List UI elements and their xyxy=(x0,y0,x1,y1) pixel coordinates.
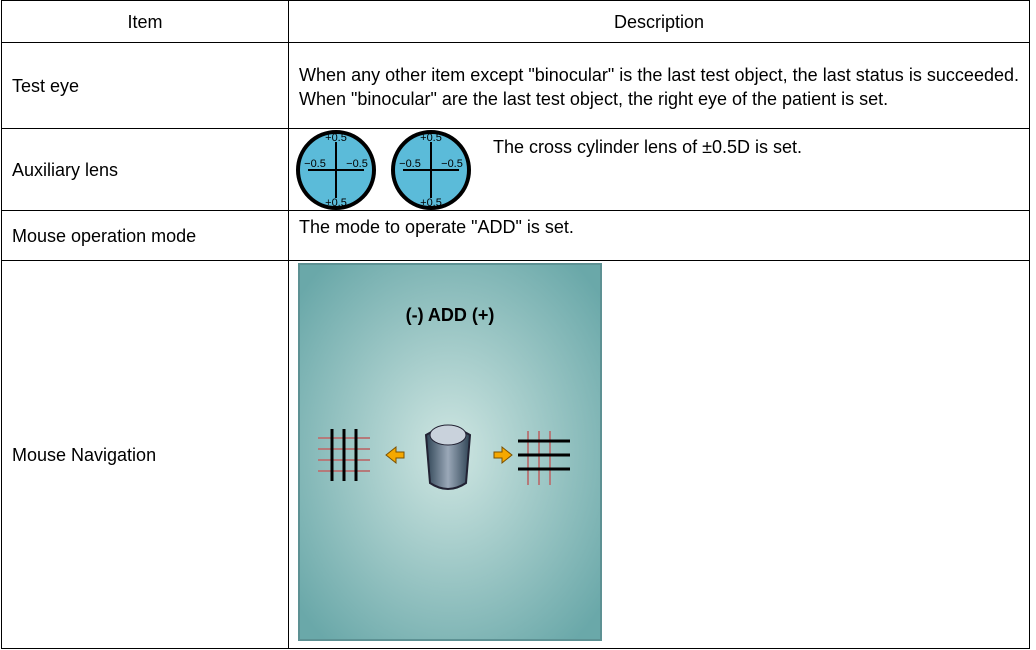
item-cell: Mouse operation mode xyxy=(1,210,289,261)
description-cell: The mode to operate "ADD" is set. xyxy=(288,210,1030,261)
panel-label: (-) ADD (+) xyxy=(406,305,495,325)
item-cell: Test eye xyxy=(1,42,289,129)
description-cell: When any other item except "binocular" i… xyxy=(288,42,1030,129)
lens-label: −0.5 xyxy=(304,158,326,170)
lens-label: −0.5 xyxy=(441,158,463,170)
lens-icons: +0.5 −0.5 −0.5 +0.5 +0.5 −0.5 −0.5 +0.5 xyxy=(296,130,471,210)
lens: +0.5 −0.5 −0.5 +0.5 xyxy=(391,130,471,210)
row: Mouse operation mode The mode to operate… xyxy=(1,210,1030,261)
header-cell: Description xyxy=(288,0,1030,43)
lens-label: +0.5 xyxy=(325,197,347,209)
description-cell: (-) ADD (+) xyxy=(288,260,1030,649)
item-cell: Auxiliary lens xyxy=(1,128,289,211)
header-row: Item Description xyxy=(1,0,1030,43)
header-cell: Item xyxy=(1,0,289,43)
row: Mouse Navigation (-) ADD (+) xyxy=(1,260,1030,649)
lens-label: −0.5 xyxy=(399,158,421,170)
lens-label: +0.5 xyxy=(325,132,347,144)
navigation-panel: (-) ADD (+) xyxy=(298,263,602,641)
lens-label: +0.5 xyxy=(420,197,442,209)
item-cell: Mouse Navigation xyxy=(1,260,289,649)
lens-label: −0.5 xyxy=(346,158,368,170)
row: Auxiliary lens +0.5 −0.5 −0.5 +0.5 +0.5 xyxy=(1,128,1030,211)
lens: +0.5 −0.5 −0.5 +0.5 xyxy=(296,130,376,210)
description-cell: +0.5 −0.5 −0.5 +0.5 +0.5 −0.5 −0.5 +0.5 … xyxy=(288,128,1030,211)
description-text: The cross cylinder lens of ±0.5D is set. xyxy=(493,137,802,157)
lens-label: +0.5 xyxy=(420,132,442,144)
row: Test eye When any other item except "bin… xyxy=(1,42,1030,129)
item-text: Mouse operation mode xyxy=(12,225,197,246)
